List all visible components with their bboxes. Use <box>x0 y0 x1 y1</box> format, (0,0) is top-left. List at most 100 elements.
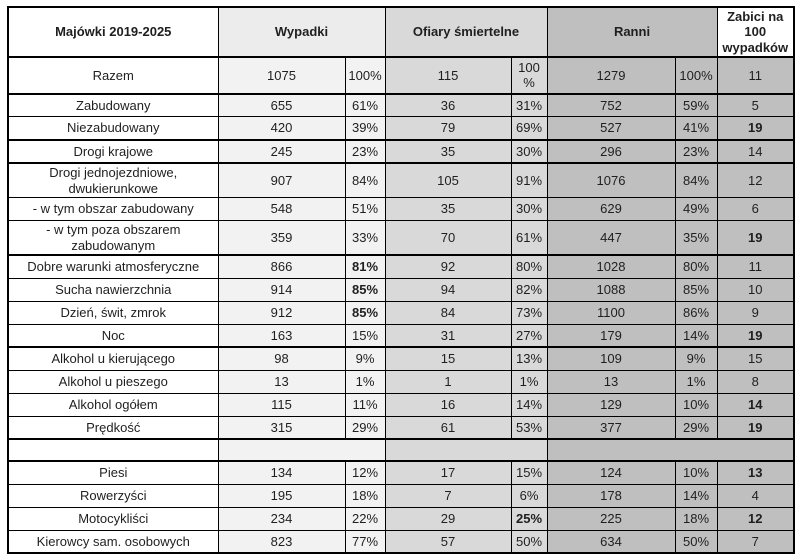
zabici-cell: 5 <box>716 93 795 118</box>
wypadki-count-cell: 195 <box>217 483 346 508</box>
ranni-count-cell: 129 <box>546 392 676 417</box>
ofiary-percent-cell: 31% <box>510 93 548 118</box>
ofiary-percent-cell: 30% <box>510 197 548 222</box>
wypadki-count-cell: 823 <box>217 529 346 554</box>
row-label: Rowerzyści <box>7 483 219 508</box>
column-header-majowki: Majówki 2019-2025 <box>7 6 219 58</box>
column-header-zabici-na-100-wypadkow: Zabici na 100 wypadków <box>716 6 795 58</box>
ranni-count-cell: 1028 <box>546 254 676 279</box>
ranni-percent-cell: 35% <box>674 220 718 257</box>
wypadki-percent-cell: 18% <box>344 483 386 508</box>
wypadki-percent-cell: 39% <box>344 116 386 141</box>
ofiary-percent-cell: 82% <box>510 277 548 302</box>
wypadki-count-cell: 13 <box>217 369 346 394</box>
ranni-percent-cell: 14% <box>674 483 718 508</box>
ofiary-count-cell: 61 <box>384 415 512 441</box>
ranni-count-cell: 179 <box>546 323 676 349</box>
ranni-count-cell: 1100 <box>546 300 676 325</box>
ranni-count-cell: 1088 <box>546 277 676 302</box>
table-row: - w tym poza obszarem zabudowanym 359 33% 7… <box>7 220 795 257</box>
ofiary-percent-cell: 69% <box>510 116 548 141</box>
wypadki-count-cell: 359 <box>217 220 346 257</box>
row-label: Drogi jednojezdniowe, dwukierunkowe <box>7 162 219 199</box>
ranni-count-cell: 178 <box>546 483 676 508</box>
ofiary-percent-cell: 25% <box>510 506 548 531</box>
ranni-percent-cell: 85% <box>674 277 718 302</box>
table-row: Piesi 134 12% 17 15% 124 10% 13 <box>7 460 795 485</box>
ranni-percent-cell: 59% <box>674 93 718 118</box>
table-row: Alkohol ogółem 115 11% 16 14% 129 10% 14 <box>7 392 795 417</box>
zabici-cell: 14 <box>716 392 795 417</box>
column-header-ofiary-smiertelne: Ofiary śmiertelne <box>384 6 548 58</box>
ofiary-count-cell: 94 <box>384 277 512 302</box>
wypadki-percent-cell: 81% <box>344 254 386 279</box>
row-label: Alkohol u pieszego <box>7 369 219 394</box>
ranni-percent-cell: 10% <box>674 460 718 485</box>
table-row: Alkohol u kierującego 98 9% 15 13% 109 9% 15 <box>7 346 795 371</box>
ofiary-percent-cell: 80% <box>510 254 548 279</box>
ofiary-count-cell: 92 <box>384 254 512 279</box>
ranni-percent-cell: 84% <box>674 162 718 199</box>
zabici-cell: 14 <box>716 139 795 164</box>
table-row: Dzień, świt, zmrok 912 85% 84 73% 1100 86% 9 <box>7 300 795 325</box>
ofiary-count-cell: 17 <box>384 460 512 485</box>
row-label: Razem <box>7 56 219 95</box>
ofiary-count-cell: 79 <box>384 116 512 141</box>
ranni-count-cell: 1279 <box>546 56 676 95</box>
row-label: - w tym poza obszarem zabudowanym <box>7 220 219 257</box>
wypadki-percent-cell: 22% <box>344 506 386 531</box>
wypadki-count-cell: 234 <box>217 506 346 531</box>
row-label: Drogi krajowe <box>7 139 219 164</box>
separator-row <box>7 438 795 463</box>
ofiary-count-cell: 36 <box>384 93 512 118</box>
wypadki-percent-cell: 51% <box>344 197 386 222</box>
ranni-percent-cell: 14% <box>674 323 718 349</box>
row-label: Niezabudowany <box>7 116 219 141</box>
ofiary-percent-cell: 27% <box>510 323 548 349</box>
wypadki-percent-cell: 100% <box>344 56 386 95</box>
zabici-cell: 8 <box>716 369 795 394</box>
ofiary-percent-cell: 15% <box>510 460 548 485</box>
ranni-percent-cell: 1% <box>674 369 718 394</box>
ranni-percent-cell: 10% <box>674 392 718 417</box>
ranni-percent-cell: 80% <box>674 254 718 279</box>
ofiary-percent-cell: 50% <box>510 529 548 554</box>
ofiary-count-cell: 1 <box>384 369 512 394</box>
ranni-count-cell: 124 <box>546 460 676 485</box>
table-row: - w tym obszar zabudowany 548 51% 35 30% 629 4… <box>7 197 795 222</box>
separator-ofiary-cell <box>384 438 548 463</box>
ofiary-percent-cell: 1% <box>510 369 548 394</box>
wypadki-percent-cell: 23% <box>344 139 386 164</box>
wypadki-count-cell: 655 <box>217 93 346 118</box>
ranni-percent-cell: 9% <box>674 346 718 371</box>
zabici-cell: 4 <box>716 483 795 508</box>
table-row: Prędkość 315 29% 61 53% 377 29% 19 <box>7 415 795 441</box>
ranni-percent-cell: 50% <box>674 529 718 554</box>
wypadki-count-cell: 907 <box>217 162 346 199</box>
wypadki-percent-cell: 15% <box>344 323 386 349</box>
ranni-count-cell: 377 <box>546 415 676 441</box>
table-row: Niezabudowany 420 39% 79 69% 527 41% 19 <box>7 116 795 141</box>
ofiary-count-cell: 29 <box>384 506 512 531</box>
zabici-cell: 7 <box>716 529 795 554</box>
wypadki-percent-cell: 33% <box>344 220 386 257</box>
wypadki-count-cell: 163 <box>217 323 346 349</box>
zabici-cell: 15 <box>716 346 795 371</box>
wypadki-percent-cell: 85% <box>344 277 386 302</box>
zabici-cell: 6 <box>716 197 795 222</box>
ranni-percent-cell: 100% <box>674 56 718 95</box>
ofiary-count-cell: 57 <box>384 529 512 554</box>
row-label: Alkohol u kierującego <box>7 346 219 371</box>
wypadki-count-cell: 315 <box>217 415 346 441</box>
ofiary-percent-cell: 14% <box>510 392 548 417</box>
zabici-cell: 12 <box>716 162 795 199</box>
ofiary-count-cell: 7 <box>384 483 512 508</box>
wypadki-percent-cell: 1% <box>344 369 386 394</box>
column-header-wypadki: Wypadki <box>217 6 386 58</box>
zabici-cell: 12 <box>716 506 795 531</box>
table-row: Drogi jednojezdniowe, dwukierunkowe 907 84… <box>7 162 795 199</box>
row-label: Dzień, świt, zmrok <box>7 300 219 325</box>
zabici-cell: 19 <box>716 323 795 349</box>
wypadki-count-cell: 1075 <box>217 56 346 95</box>
row-label: Noc <box>7 323 219 349</box>
